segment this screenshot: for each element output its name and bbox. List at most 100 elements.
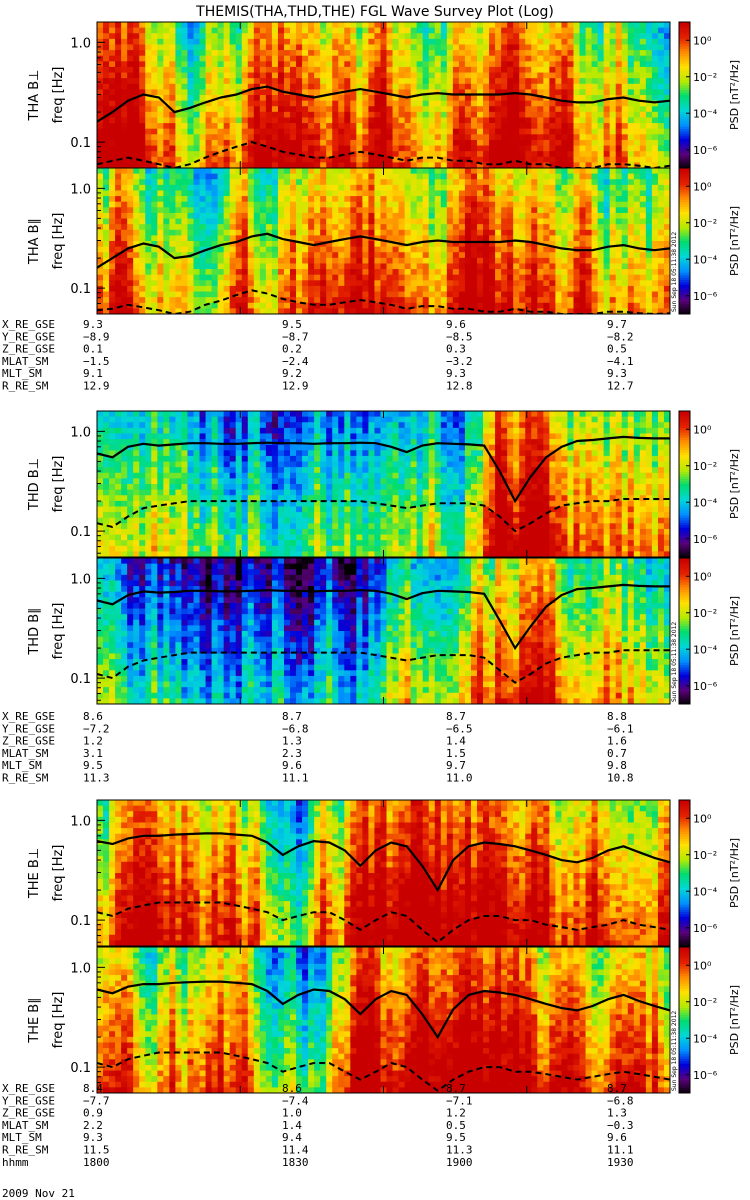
psd-cell [561, 218, 569, 225]
psd-cell [513, 27, 520, 34]
psd-cell [133, 184, 140, 192]
psd-cell [639, 184, 647, 192]
psd-cell [585, 83, 593, 90]
psd-cell [452, 269, 460, 276]
psd-cell [175, 61, 183, 68]
psd-cell [386, 246, 394, 253]
psd-cell [121, 274, 128, 281]
psd-cell [175, 123, 183, 130]
psd-cell [621, 145, 629, 152]
psd-cell [519, 162, 526, 168]
psd-cell [410, 184, 418, 192]
psd-cell [115, 184, 122, 192]
psd-cell [235, 117, 243, 124]
psd-cell [513, 128, 520, 135]
psd-cell [326, 83, 333, 90]
psd-cell [187, 224, 195, 231]
psd-cell [428, 111, 436, 119]
psd-cell [489, 235, 496, 242]
psd-cell [127, 117, 134, 124]
psd-cell [507, 162, 514, 168]
psd-cell [380, 134, 388, 141]
psd-cell [434, 263, 442, 270]
psd-cell [633, 257, 641, 265]
psd-cell [175, 95, 183, 102]
psd-cell [247, 257, 255, 265]
psd-cell [338, 308, 345, 314]
psd-cell [422, 134, 430, 141]
psd-cell [404, 297, 412, 304]
psd-cell [247, 184, 255, 192]
colorbar-segment [679, 43, 690, 47]
psd-cell [127, 106, 134, 113]
psd-cell [543, 297, 550, 304]
psd-cell [247, 274, 255, 281]
psd-cell [320, 229, 327, 236]
psd-cell [507, 100, 514, 107]
psd-cell [193, 196, 201, 203]
psd-cell [277, 50, 285, 57]
psd-cell [627, 89, 635, 96]
psd-cell [561, 297, 569, 304]
psd-cell [549, 106, 556, 113]
psd-cell [392, 235, 400, 242]
psd-cell [350, 184, 357, 192]
psd-cell [633, 134, 641, 141]
psd-cell [657, 190, 665, 197]
psd-cell [374, 274, 382, 281]
psd-cell [115, 285, 122, 293]
psd-cell [579, 27, 587, 34]
psd-cell [410, 212, 418, 220]
psd-cell [187, 218, 195, 225]
psd-cell [259, 145, 267, 152]
psd-cell [561, 50, 569, 57]
psd-cell [621, 224, 629, 231]
psd-cell [320, 61, 327, 68]
psd-cell [615, 156, 623, 163]
psd-cell [476, 229, 484, 236]
psd-cell [277, 100, 285, 107]
psd-cell [277, 246, 285, 253]
psd-cell [555, 229, 563, 236]
psd-cell [651, 201, 659, 208]
psd-cell [314, 106, 321, 113]
psd-cell [651, 44, 659, 51]
psd-cell [181, 139, 189, 147]
psd-cell [440, 274, 448, 281]
psd-cell [663, 89, 670, 96]
psd-cell [127, 252, 134, 259]
psd-cell [501, 190, 508, 197]
psd-cell [440, 297, 448, 304]
psd-cell [338, 218, 345, 225]
psd-cell [621, 302, 629, 309]
psd-cell [374, 145, 382, 152]
psd-cell [476, 184, 484, 192]
psd-cell [211, 207, 219, 214]
psd-cell [585, 274, 593, 281]
psd-cell [253, 162, 261, 168]
psd-cell [422, 190, 430, 197]
psd-cell [639, 134, 647, 141]
psd-cell [386, 190, 394, 197]
psd-cell [543, 196, 550, 203]
psd-cell [253, 241, 261, 248]
psd-cell [163, 117, 170, 124]
psd-cell [470, 246, 478, 253]
psd-cell [567, 111, 575, 119]
psd-cell [368, 44, 376, 51]
psd-cell [133, 201, 140, 208]
psd-cell [525, 218, 532, 225]
psd-cell [422, 285, 430, 293]
psd-cell [121, 33, 128, 40]
psd-cell [579, 285, 587, 293]
psd-cell [597, 22, 605, 29]
psd-cell [483, 241, 490, 248]
psd-cell [247, 241, 255, 248]
psd-cell [440, 246, 448, 253]
psd-cell [133, 134, 140, 141]
psd-cell [561, 201, 569, 208]
psd-cell [489, 190, 496, 197]
psd-cell [561, 190, 569, 197]
colorbar-segment [679, 97, 690, 101]
psd-cell [627, 235, 635, 242]
